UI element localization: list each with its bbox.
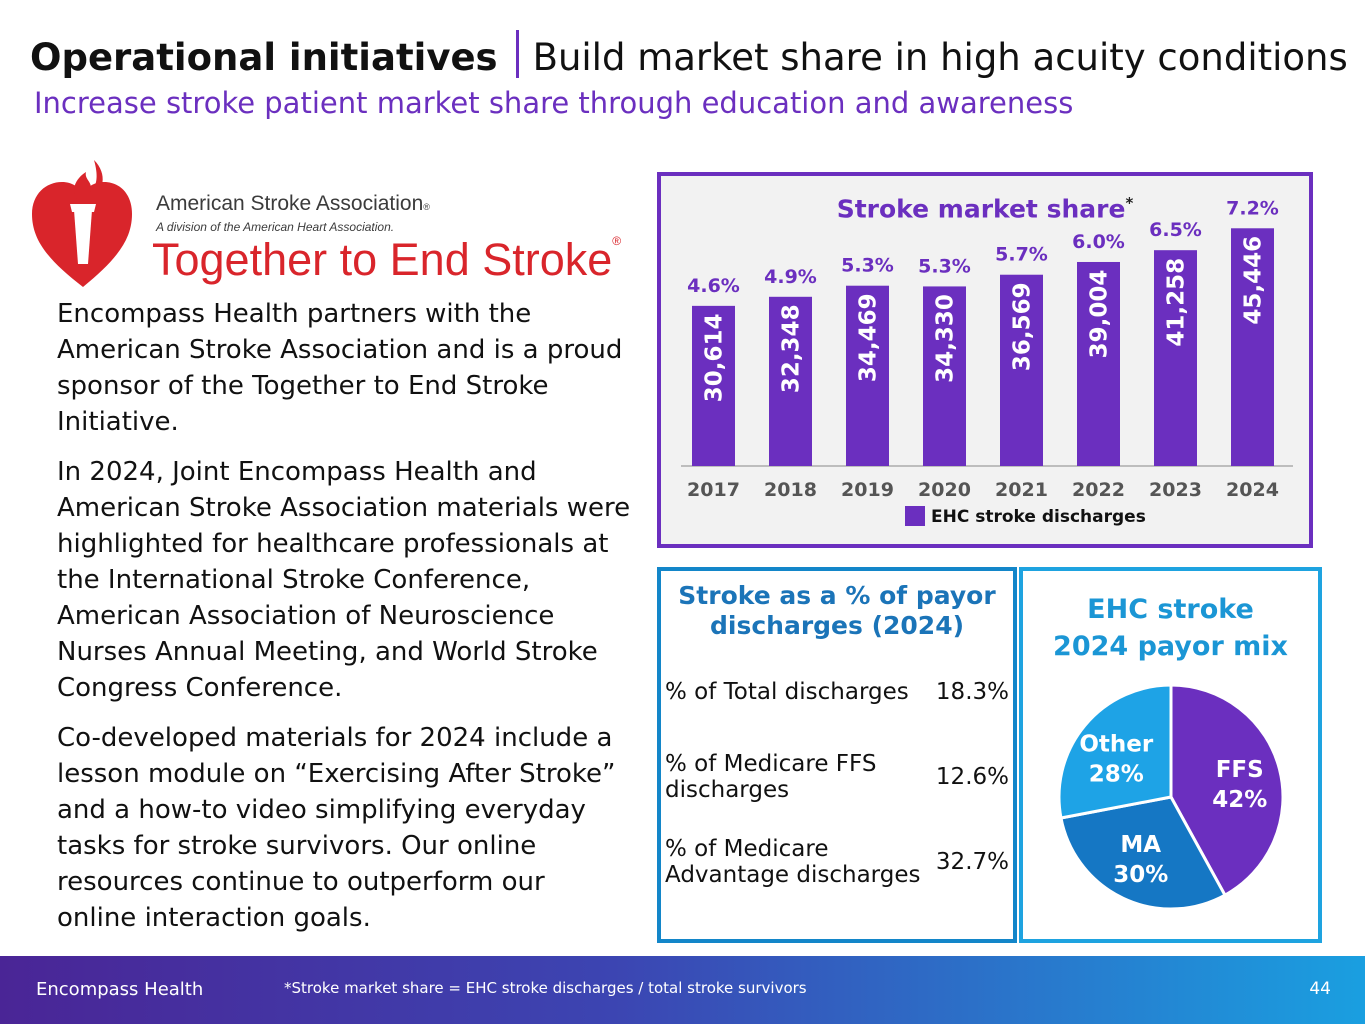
market-share-label: 4.6% [687, 275, 740, 297]
bar-2024 [1231, 228, 1274, 466]
bar-value-label: 32,348 [779, 304, 805, 393]
asa-name: American Stroke Association® [156, 192, 430, 215]
payor-discharges-table: Stroke as a % of payor discharges (2024)… [657, 567, 1017, 943]
legend-swatch [905, 506, 925, 526]
bar-2019 [846, 285, 889, 466]
x-tick-label: 2021 [995, 479, 1048, 501]
row-label: % of Medicare Advantage discharges [665, 836, 921, 888]
x-tick-label: 2018 [764, 479, 817, 501]
pie-slice-other [1057, 683, 1173, 820]
market-share-label: 5.3% [918, 255, 971, 277]
paragraph-partnership: Encompass Health partners with the Ameri… [57, 299, 623, 437]
payor-row-medicare-ffs: % of Medicare FFS discharges 12.6% [665, 751, 1009, 803]
market-share-chart: 4.6% 30,614 2017 4.9% 32,348 2018 5.3% 34,469 20… [657, 172, 1313, 548]
title-separator [515, 30, 519, 78]
page-number: 44 [1309, 979, 1331, 999]
market-share-label: 6.5% [1149, 219, 1202, 241]
bar-chart-svg: 4.6% 30,614 2017 4.9% 32,348 2018 5.3% 34,469 20… [681, 197, 1293, 527]
bar-2023 [1154, 250, 1197, 466]
legend-label: EHC stroke discharges [931, 507, 1146, 527]
x-tick-label: 2017 [687, 479, 740, 501]
pie-slice-percent: 42% [1212, 787, 1267, 813]
pie-slice-name: Other [1079, 732, 1154, 758]
bar-value-label: 41,258 [1164, 258, 1190, 347]
x-tick-label: 2023 [1149, 479, 1202, 501]
asa-tagline: Together to End Stroke® [152, 234, 622, 285]
bar-2021 [1000, 274, 1043, 466]
chart-title: Stroke market share* [836, 194, 1134, 224]
row-value: 12.6% [935, 764, 1009, 790]
bar-value-label: 34,469 [856, 293, 882, 382]
page-subtitle: Increase stroke patient market share thr… [34, 86, 1074, 120]
payor-row-total: % of Total discharges 18.3% [665, 679, 1009, 705]
pie-slice-ma [1059, 795, 1227, 911]
x-tick-label: 2020 [918, 479, 971, 501]
market-share-label: 5.7% [995, 244, 1048, 266]
x-tick-label: 2022 [1072, 479, 1125, 501]
bar-value-label: 45,446 [1241, 236, 1267, 325]
pie-slice-name: FFS [1216, 757, 1264, 783]
bar-2020 [923, 286, 966, 466]
payor-row-medicare-advantage: % of Medicare Advantage discharges 32.7% [665, 836, 1009, 888]
footer-org: Encompass Health [36, 979, 204, 1000]
pie-slice-ffs [1169, 683, 1285, 898]
bar-2017 [692, 305, 735, 466]
bar-value-label: 39,004 [1087, 270, 1113, 359]
bar-value-label: 36,569 [1010, 282, 1036, 371]
asa-logo: American Stroke Association® A division … [28, 152, 648, 292]
bar-value-label: 34,330 [933, 294, 959, 383]
footer: Encompass Health *Stroke market share = … [0, 956, 1365, 1024]
market-share-label: 6.0% [1072, 231, 1125, 253]
market-share-label: 4.9% [764, 266, 817, 288]
pie-slice-percent: 28% [1089, 762, 1144, 788]
bar-2018 [769, 296, 812, 466]
x-tick-label: 2019 [841, 479, 894, 501]
bar-2022 [1077, 261, 1120, 466]
pie-slice-percent: 30% [1113, 862, 1168, 888]
body-text: Encompass Health partners with the Ameri… [57, 296, 632, 950]
page-title: Operational initiatives Build market shar… [30, 30, 1348, 79]
payor-mix-chart: EHC stroke 2024 payor mix FFS 42% MA 30% Oth… [1019, 567, 1322, 943]
bar-value-label: 30,614 [702, 313, 728, 402]
title-rest: Build market share in high acuity condit… [532, 36, 1348, 79]
asa-division: A division of the American Heart Associa… [156, 220, 395, 234]
row-value: 18.3% [935, 679, 1009, 705]
row-value: 32.7% [935, 849, 1009, 875]
paragraph-conferences: In 2024, Joint Encompass Health and Amer… [57, 457, 631, 703]
market-share-label: 5.3% [841, 255, 894, 277]
pie-title: EHC stroke 2024 payor mix [1053, 594, 1288, 662]
heart-torch-icon [32, 160, 132, 287]
pie-slice-name: MA [1120, 832, 1161, 858]
title-bold: Operational initiatives [30, 36, 498, 79]
row-label: % of Total discharges [665, 679, 909, 705]
payor-table-title: Stroke as a % of payor discharges (2024) [678, 581, 996, 640]
row-label: % of Medicare FFS discharges [665, 751, 877, 803]
footer-footnote: *Stroke market share = EHC stroke discha… [284, 979, 807, 997]
market-share-label: 7.2% [1226, 197, 1279, 219]
x-tick-label: 2024 [1226, 479, 1279, 501]
pie-chart-svg: FFS 42% MA 30% Other 28% [1057, 683, 1285, 911]
paragraph-materials: Co-developed materials for 2024 include … [57, 723, 616, 933]
